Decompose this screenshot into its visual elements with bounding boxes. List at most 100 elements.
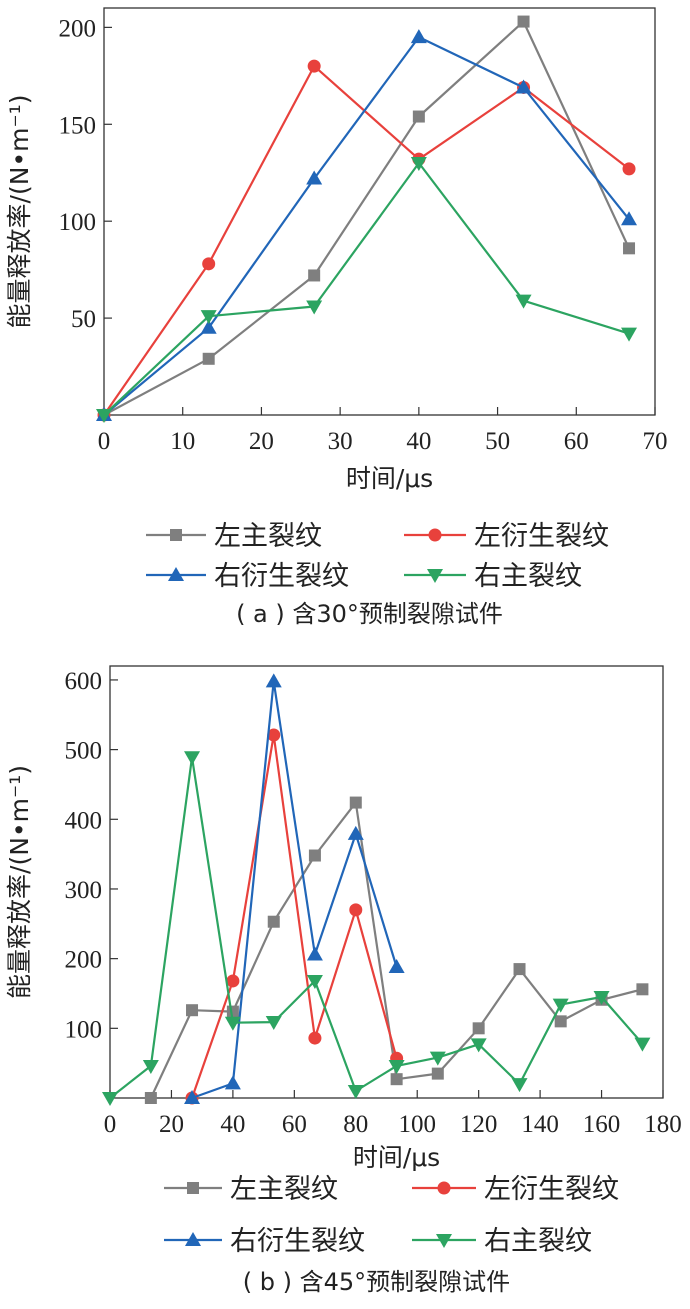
data-point (470, 1038, 487, 1053)
x-tick-label: 70 (643, 428, 668, 455)
data-point (513, 963, 526, 976)
chart-panel-a: 0 10 20 30 40 50 60 70 50 100 150 200 时间/μs 能量释放率/(N•… (5, 7, 668, 628)
x-axis-label: 时间/μs (346, 464, 433, 493)
data-point (306, 974, 323, 989)
data-point (307, 59, 321, 73)
series-square (98, 15, 636, 421)
plot-frame (109, 665, 664, 1099)
data-point (267, 728, 281, 742)
legend-marker (168, 567, 184, 581)
data-point (306, 170, 323, 185)
legend-marker (187, 1182, 199, 1194)
data-point (554, 1015, 567, 1028)
data-point (347, 1085, 364, 1100)
x-tick-label: 0 (98, 428, 111, 455)
data-point (200, 310, 217, 325)
series-triangle-down (102, 751, 651, 1106)
y-tick-label: 200 (59, 15, 97, 42)
y-tick-label: 400 (65, 807, 103, 834)
legend-marker (437, 1181, 451, 1195)
series-circle (185, 728, 404, 1105)
data-point (472, 1022, 485, 1035)
data-point (200, 319, 217, 334)
data-point (552, 998, 569, 1013)
data-point (347, 825, 364, 840)
data-point (308, 849, 321, 862)
legend-item: 右衍生裂纹 (164, 1226, 365, 1257)
data-point (224, 1075, 241, 1090)
legend-label: 左衍生裂纹 (484, 1174, 619, 1205)
y-tick-label: 150 (59, 112, 97, 139)
series-square (144, 796, 649, 1104)
x-tick-label: 120 (460, 1111, 498, 1138)
x-tick-label: 60 (564, 428, 589, 455)
y-axis-label: 能量释放率/(N•m⁻¹) (5, 765, 34, 999)
legend-item: 左主裂纹 (164, 1174, 338, 1205)
data-point (388, 959, 405, 974)
legend-label: 右衍生裂纹 (230, 1226, 365, 1257)
legend-marker (427, 569, 443, 583)
data-point (102, 1092, 118, 1106)
figure-caption: ( b ) 含45°预制裂隙试件 (243, 1268, 510, 1296)
data-point (265, 673, 282, 688)
data-point (515, 79, 532, 94)
series-line (109, 756, 644, 1099)
data-point (144, 1092, 157, 1104)
data-point (349, 796, 362, 809)
data-point (431, 1067, 444, 1080)
data-point (429, 1051, 446, 1066)
data-point (306, 300, 323, 315)
legend-marker (170, 529, 182, 541)
x-tick-label: 20 (159, 1111, 184, 1138)
legend-item: 右主裂纹 (404, 561, 582, 592)
data-point (410, 29, 427, 44)
legend-marker (428, 528, 442, 542)
x-tick-label: 0 (104, 1111, 117, 1138)
data-point (623, 242, 636, 255)
data-point (390, 1073, 403, 1086)
series-line (190, 733, 398, 1099)
data-point (511, 1078, 528, 1093)
chart-panel-b: 0 20 40 60 80 100 120 140 160 180 100 200 300 400 500 6… (5, 665, 682, 1296)
y-tick-label: 100 (59, 209, 97, 236)
series-triangle-down (96, 157, 638, 423)
figure-caption: ( a ) 含30°预制裂隙试件 (236, 600, 503, 628)
data-point (142, 1059, 159, 1074)
x-tick-label: 40 (406, 428, 431, 455)
series-triangle-up (184, 673, 405, 1104)
x-tick-label: 100 (398, 1111, 436, 1138)
x-tick-label: 20 (249, 428, 274, 455)
data-point (202, 257, 216, 271)
series-circle (97, 59, 636, 422)
data-point (515, 294, 532, 309)
series-line (103, 64, 630, 416)
data-point (621, 211, 638, 226)
legend-label: 右主裂纹 (474, 561, 582, 592)
y-tick-label: 200 (65, 947, 103, 974)
plot-frame (103, 7, 656, 416)
data-point (96, 409, 112, 423)
data-point (308, 1031, 322, 1045)
legend-item: 左衍生裂纹 (404, 521, 609, 552)
y-tick-label: 50 (71, 306, 96, 333)
data-point (308, 269, 321, 282)
y-tick-label: 100 (65, 1016, 103, 1043)
series-line (103, 20, 630, 416)
data-point (226, 974, 240, 988)
legend-item: 右衍生裂纹 (146, 561, 349, 592)
series-line (103, 35, 630, 416)
data-point (265, 1016, 282, 1031)
y-tick-label: 500 (65, 738, 103, 765)
data-point (388, 1059, 405, 1074)
y-tick-label: 600 (65, 668, 103, 695)
data-point (186, 1004, 199, 1017)
legend-item: 左主裂纹 (146, 521, 322, 552)
data-point (306, 946, 323, 961)
data-point (410, 157, 427, 172)
data-point (202, 352, 215, 365)
data-point (224, 1016, 241, 1031)
legend-item: 右主裂纹 (412, 1226, 592, 1257)
